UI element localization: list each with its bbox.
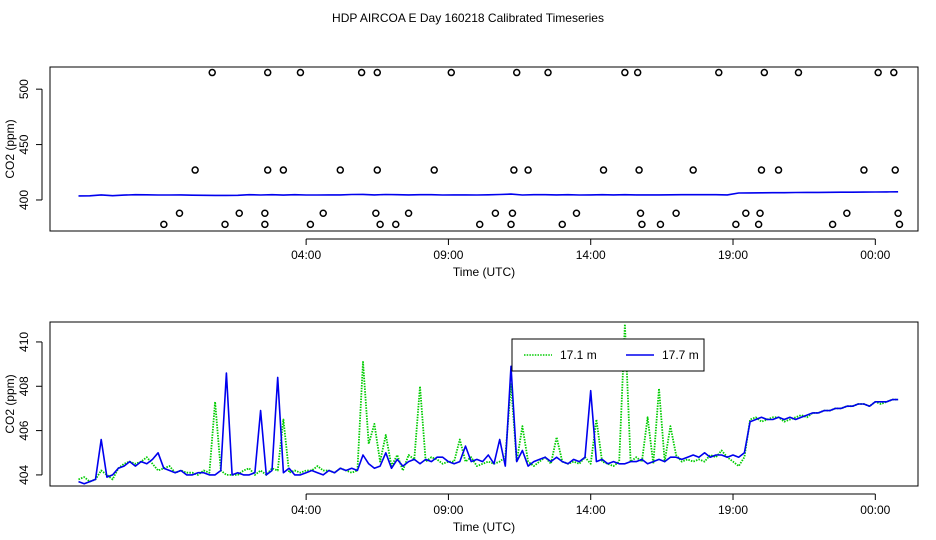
data-point (160, 220, 168, 229)
data-point (774, 166, 783, 174)
data-point (891, 166, 899, 174)
data-point (279, 166, 288, 174)
plot-area (78, 68, 904, 229)
series-line-17-1-m (78, 323, 899, 483)
data-point (430, 166, 438, 174)
x-axis-label: Time (UTC) (453, 265, 515, 279)
bottom-panel: 04:00 09:00 14:00 19:00 00:00 Time (UTC) 404 40… (3, 321, 919, 534)
y-tick-label: 404 (17, 465, 31, 485)
plot-frame (49, 66, 919, 232)
x-tick-label: 00:00 (860, 503, 890, 517)
data-point (447, 68, 456, 77)
data-point (191, 166, 199, 174)
data-point (376, 220, 384, 229)
x-axis-label: Time (UTC) (453, 520, 515, 534)
data-point (357, 68, 366, 77)
data-point (373, 68, 382, 77)
data-point (828, 220, 837, 229)
data-point (524, 166, 532, 174)
data-point (373, 166, 382, 174)
data-point (475, 220, 484, 229)
y-tick-label: 410 (17, 332, 31, 352)
data-point (843, 209, 851, 218)
data-point (890, 68, 898, 77)
data-point (263, 166, 272, 174)
series-line-0 (78, 191, 899, 197)
y-tick-label: 400 (17, 190, 31, 210)
y-tick-label: 408 (17, 376, 31, 396)
data-point (572, 209, 581, 218)
data-point (635, 166, 643, 174)
data-point (757, 166, 766, 174)
data-point (261, 220, 269, 229)
data-point (895, 220, 904, 229)
y-tick-label: 450 (17, 134, 31, 154)
data-point (754, 220, 763, 229)
data-point (208, 68, 216, 77)
data-point (404, 209, 413, 218)
data-point (860, 166, 868, 174)
data-point (491, 209, 500, 218)
legend: 17.1 m 17.7 m (511, 338, 705, 372)
data-point (756, 209, 764, 218)
data-point (512, 68, 521, 77)
data-point (715, 68, 723, 77)
data-point (306, 220, 315, 229)
data-point (261, 209, 269, 218)
data-point (874, 68, 882, 77)
data-point (621, 68, 629, 77)
data-point (175, 209, 184, 218)
data-point (336, 166, 345, 174)
data-point (319, 209, 327, 218)
x-tick-label: 19:00 (718, 503, 748, 517)
y-tick-label: 406 (17, 420, 31, 440)
x-tick-label: 04:00 (291, 503, 321, 517)
data-point (794, 68, 803, 77)
legend-label: 17.7 m (662, 348, 699, 362)
data-point (636, 209, 645, 218)
plot-area (78, 323, 899, 485)
x-tick-label: 00:00 (860, 248, 890, 262)
data-point (672, 209, 680, 218)
data-point (263, 68, 272, 77)
data-point (372, 209, 380, 218)
top-panel: 04:00 09:00 14:00 19:00 00:00 Time (UTC) 400 45… (3, 66, 919, 279)
data-point (742, 209, 750, 218)
data-point (599, 166, 608, 174)
data-point (235, 209, 244, 218)
x-tick-label: 19:00 (718, 248, 748, 262)
x-tick-label: 04:00 (291, 248, 321, 262)
data-point (656, 220, 665, 229)
y-axis-label: CO2 (ppm) (3, 119, 17, 178)
data-point (508, 209, 517, 218)
data-point (894, 209, 902, 218)
x-tick-label: 14:00 (576, 503, 606, 517)
data-point (689, 166, 697, 174)
plot-frame (49, 321, 919, 487)
legend-label: 17.1 m (560, 348, 597, 362)
data-point (732, 220, 740, 229)
y-tick-label: 500 (17, 79, 31, 99)
x-tick-label: 14:00 (576, 248, 606, 262)
data-point (544, 68, 552, 77)
data-point (760, 68, 769, 77)
x-tick-label: 09:00 (433, 248, 463, 262)
series-line-17-7-m (78, 365, 899, 485)
page-title: HDP AIRCOA E Day 160218 Calibrated Times… (332, 11, 604, 25)
data-point (558, 220, 567, 229)
data-point (296, 68, 305, 77)
x-tick-label: 09:00 (433, 503, 463, 517)
data-point (392, 220, 400, 229)
data-point (221, 220, 229, 229)
y-axis-label: CO2 (ppm) (3, 374, 17, 433)
data-point (638, 220, 646, 229)
data-point (510, 166, 518, 174)
data-point (507, 220, 515, 229)
data-point (633, 68, 642, 77)
